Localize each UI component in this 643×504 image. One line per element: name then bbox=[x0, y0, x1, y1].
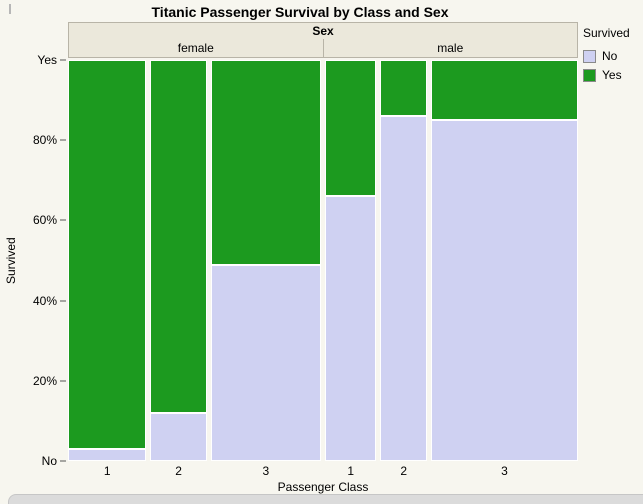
y-tick-mark bbox=[60, 219, 66, 221]
segment-no-female-3[interactable] bbox=[210, 264, 321, 461]
segment-no-male-2[interactable] bbox=[380, 116, 427, 461]
mosaic-column-female-2 bbox=[150, 60, 207, 461]
legend-item-yes[interactable]: Yes bbox=[583, 68, 641, 82]
group-header-male-label: male bbox=[437, 41, 464, 55]
y-tick-mark bbox=[60, 139, 66, 141]
group-header-female: female bbox=[68, 39, 324, 58]
x-tick-row: 1 2 3 1 2 3 bbox=[68, 464, 578, 478]
mosaic-column-male-3 bbox=[431, 60, 578, 461]
legend-swatch-yes bbox=[583, 68, 596, 82]
segment-yes-male-3[interactable] bbox=[431, 60, 578, 121]
group-axis-label: Sex bbox=[312, 24, 334, 38]
mosaic-plot bbox=[68, 60, 578, 461]
y-tick-label-No: No bbox=[41, 454, 57, 468]
segment-yes-male-2[interactable] bbox=[380, 60, 427, 117]
y-tick-label-80: 80% bbox=[32, 133, 57, 148]
mosaic-column-male-1 bbox=[325, 60, 377, 461]
y-tick-label-60: 60% bbox=[32, 213, 57, 228]
y-axis-ticks: Yes 80% 60% 40% 20% No bbox=[0, 53, 68, 468]
chart-title: Titanic Passenger Survival by Class and … bbox=[151, 4, 449, 20]
segment-no-female-1[interactable] bbox=[68, 448, 147, 461]
legend: Survived No Yes bbox=[583, 26, 641, 87]
x-tick-label-male-3: 3 bbox=[501, 464, 508, 478]
segment-no-male-1[interactable] bbox=[325, 196, 377, 461]
y-tick-label-40: 40% bbox=[32, 293, 57, 308]
segment-yes-female-1[interactable] bbox=[68, 60, 147, 449]
legend-item-no[interactable]: No bbox=[583, 49, 641, 63]
group-header-female-label: female bbox=[177, 41, 214, 55]
window-corner-mark bbox=[9, 4, 11, 14]
y-tick-mark bbox=[60, 59, 66, 61]
y-tick-mark bbox=[60, 380, 66, 382]
y-tick-mark bbox=[60, 300, 66, 302]
x-tick-label-male-2: 2 bbox=[400, 464, 408, 478]
y-tick-label-Yes: Yes bbox=[37, 53, 57, 67]
legend-title: Survived bbox=[583, 26, 630, 40]
legend-label-no: No bbox=[602, 49, 618, 63]
bottom-panel-edge bbox=[8, 494, 643, 504]
group-level-header-row: female male bbox=[68, 39, 578, 58]
mosaic-column-female-1 bbox=[68, 60, 147, 461]
x-tick-label-female-2: 2 bbox=[175, 464, 182, 478]
segment-no-female-2[interactable] bbox=[150, 412, 207, 461]
y-tick-label-20: 20% bbox=[32, 373, 57, 388]
segment-yes-female-2[interactable] bbox=[150, 60, 207, 413]
segment-yes-male-1[interactable] bbox=[325, 60, 377, 197]
y-tick-mark bbox=[60, 460, 66, 462]
legend-label-yes: Yes bbox=[602, 68, 622, 82]
group-header-male: male bbox=[323, 39, 578, 58]
group-axis-header: Sex bbox=[68, 22, 578, 40]
x-axis-title: Passenger Class bbox=[277, 480, 369, 494]
x-tick-label-female-1: 1 bbox=[103, 464, 111, 478]
legend-swatch-no bbox=[583, 49, 596, 63]
x-tick-label-male-1: 1 bbox=[347, 464, 355, 478]
mosaic-column-female-3 bbox=[210, 60, 321, 461]
mosaic-column-male-2 bbox=[380, 60, 427, 461]
segment-no-male-3[interactable] bbox=[431, 120, 578, 461]
x-tick-label-female-3: 3 bbox=[262, 464, 270, 478]
segment-yes-female-3[interactable] bbox=[210, 60, 321, 265]
